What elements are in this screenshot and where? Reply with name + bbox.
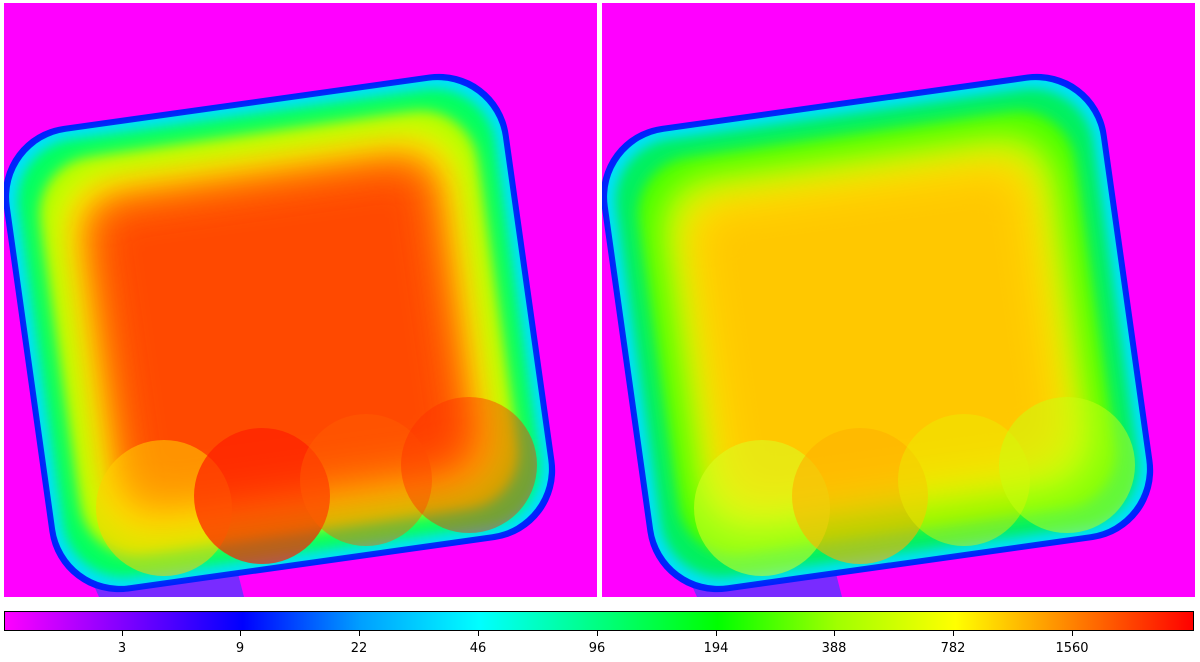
colorbar-tick-mark <box>716 631 717 636</box>
colorbar-gradient <box>5 612 1193 630</box>
colorbar-tick-mark <box>240 631 241 636</box>
right-map-panel <box>602 3 1195 597</box>
colorbar-tick-mark <box>597 631 598 636</box>
colorbar-tick-label: 1560 <box>1055 641 1089 656</box>
colorbar-tick-label: 782 <box>940 641 966 656</box>
colorbar-tick-label: 194 <box>703 641 729 656</box>
colorbar-tick-label: 22 <box>350 641 368 656</box>
right-map-image <box>602 3 1195 597</box>
colorbar-tick-mark <box>122 631 123 636</box>
colorbar-tick-mark <box>359 631 360 636</box>
colorbar-tick-mark <box>478 631 479 636</box>
colorbar-tick-mark <box>953 631 954 636</box>
colorbar <box>4 611 1194 631</box>
colorbar-tick-label: 388 <box>821 641 847 656</box>
colorbar-tick-label: 9 <box>235 641 245 656</box>
colorbar-tick-label: 3 <box>117 641 127 656</box>
left-map-panel <box>4 3 597 597</box>
colorbar-tick-label: 96 <box>588 641 606 656</box>
colorbar-tick-label: 46 <box>469 641 487 656</box>
colorbar-tick-mark <box>834 631 835 636</box>
colorbar-tick-mark <box>1072 631 1073 636</box>
left-map-image <box>4 3 597 597</box>
